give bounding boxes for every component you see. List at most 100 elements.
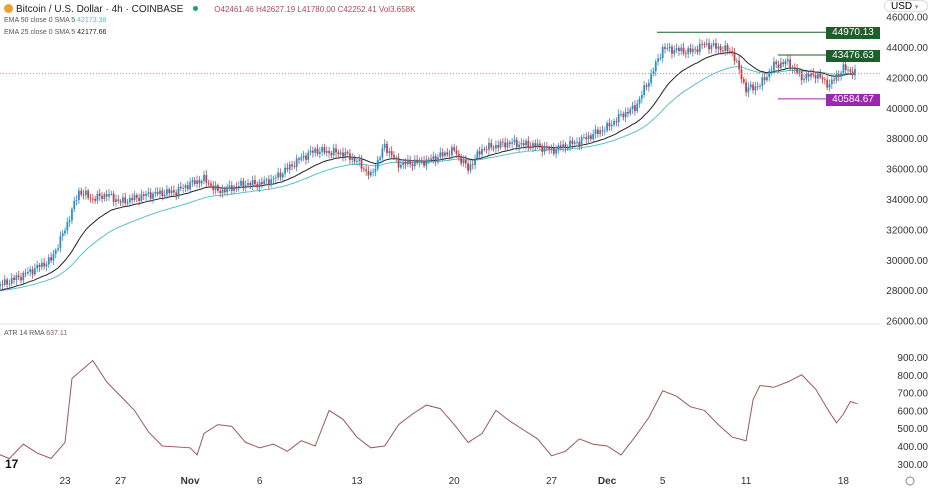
candle-body — [323, 147, 326, 153]
candle-body — [705, 43, 708, 45]
candle-body — [122, 197, 124, 203]
candle-body — [191, 180, 194, 183]
ema50-legend[interactable]: EMA 50 close 0 SMA 5 42173.38 — [4, 15, 415, 27]
candle-body — [617, 114, 620, 123]
candle-body — [284, 167, 286, 174]
candle-body — [793, 67, 796, 69]
candle-body — [413, 159, 416, 166]
candle-body — [525, 140, 527, 146]
candle-body — [812, 73, 815, 76]
candle-body — [733, 51, 736, 62]
candle-body — [518, 144, 520, 148]
candle-body — [735, 60, 738, 62]
candle-body — [418, 160, 421, 163]
candle-body — [766, 76, 768, 81]
candle-body — [10, 277, 13, 284]
candle-body — [235, 186, 238, 188]
candle-body — [316, 148, 319, 154]
candle-body — [309, 150, 312, 153]
candle-body — [110, 193, 113, 195]
candle-body — [529, 146, 532, 149]
ema25-legend[interactable]: EMA 25 close 0 SMA 5 42177.66 — [4, 27, 415, 39]
candle-body — [103, 194, 106, 199]
candle-body — [240, 180, 242, 186]
candle-body — [397, 157, 400, 168]
candle-body — [455, 150, 458, 154]
candle-body — [840, 72, 842, 77]
candle-body — [388, 151, 391, 153]
candle-body — [237, 185, 240, 188]
time-tick-label: 27 — [115, 476, 127, 487]
candle-body — [27, 272, 29, 274]
candle-body — [207, 182, 210, 184]
candle-body — [659, 58, 662, 59]
candle-body — [186, 185, 189, 190]
time-tick-label: 5 — [660, 476, 666, 487]
candle-body — [300, 157, 303, 160]
candle-body — [728, 51, 731, 52]
symbol-title: Bitcoin / U.S. Dollar · 4h · COINBASE — [16, 4, 184, 15]
candle-body — [38, 264, 41, 268]
candle-body — [722, 50, 724, 52]
candle-body — [798, 71, 801, 73]
candle-body — [724, 45, 727, 51]
price-tick-label: 36000.00 — [886, 165, 928, 176]
candle-body — [719, 46, 722, 51]
candle-body — [214, 185, 217, 191]
candle-body — [101, 195, 103, 199]
candle-body — [87, 190, 90, 198]
candle-body — [217, 185, 219, 191]
candle-body — [20, 276, 22, 281]
price-tick-label: 40000.00 — [886, 104, 928, 115]
tradingview-logo: 17 — [5, 457, 19, 471]
candle-body — [712, 43, 715, 46]
candle-body — [344, 152, 347, 157]
candle-body — [520, 143, 523, 145]
candle-body — [731, 51, 734, 53]
candle-body — [261, 182, 263, 185]
candle-body — [263, 180, 266, 185]
candle-body — [94, 198, 97, 201]
atr-legend[interactable]: ATR 14 RMA 637.11 — [4, 330, 67, 337]
candle-body — [462, 159, 465, 164]
candle-body — [286, 167, 289, 170]
candle-body — [59, 236, 62, 249]
time-tick-label: 23 — [59, 476, 71, 487]
candle-body — [124, 197, 127, 204]
candle-body — [539, 143, 541, 146]
candle-body — [833, 79, 836, 81]
candle-body — [154, 192, 157, 194]
candle-body — [82, 194, 85, 196]
candle-body — [543, 146, 546, 152]
candle-body — [184, 185, 187, 188]
candle-body — [66, 222, 69, 231]
candle-body — [622, 113, 625, 118]
candle-body — [684, 53, 687, 55]
candle-body — [50, 257, 52, 261]
candle-body — [138, 197, 141, 201]
candle-body — [189, 182, 191, 190]
volume-value: Vol3.658K — [378, 5, 416, 14]
candle-body — [444, 152, 446, 156]
ema50-value: 42173.38 — [77, 17, 107, 24]
candle-body — [580, 137, 583, 146]
candle-body — [694, 48, 697, 50]
candle-body — [606, 123, 608, 131]
candle-body — [710, 45, 713, 50]
candle-body — [578, 141, 581, 146]
candle-body — [615, 121, 618, 123]
candle-body — [592, 133, 595, 140]
candle-body — [550, 147, 553, 150]
candle-body — [318, 151, 321, 154]
candle-body — [172, 190, 175, 193]
candle-body — [849, 69, 852, 72]
candle-body — [135, 195, 138, 198]
candle-body — [555, 149, 558, 154]
candle-body — [536, 143, 539, 147]
level-tag-support: 40584.67 — [826, 94, 880, 106]
candle-body — [844, 64, 847, 71]
currency-select[interactable]: USD ▾ — [884, 0, 928, 12]
candle-body — [796, 68, 798, 73]
candle-body — [161, 190, 164, 197]
